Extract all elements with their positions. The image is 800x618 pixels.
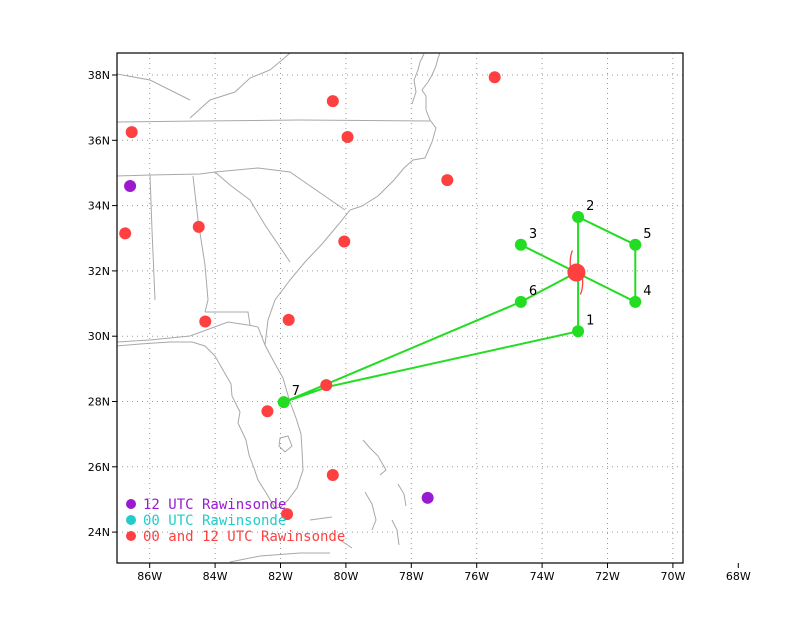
waypoint-label: 1 — [586, 313, 594, 328]
state-border-kentucky — [117, 73, 191, 101]
cuba-outline — [229, 552, 330, 563]
map-frame — [116, 52, 684, 564]
y-tick-label: 32N — [88, 265, 110, 278]
coastlines-and-borders — [117, 53, 441, 563]
y-tick-label: 30N — [88, 330, 110, 343]
x-tick-label: 76W — [464, 570, 489, 583]
rawinsonde-station-marker — [282, 313, 295, 326]
flight-track — [283, 215, 637, 404]
rawinsonde-station-marker — [199, 315, 212, 328]
rawinsonde-station-marker — [441, 174, 454, 187]
chesapeake-bay — [411, 53, 425, 105]
state-border-tennessee — [117, 171, 216, 177]
state-border-wv-va — [189, 53, 291, 119]
state-border-al-ms — [149, 174, 156, 301]
waypoint-marker — [572, 325, 585, 338]
x-tick-label: 70W — [660, 570, 685, 583]
rawinsonde-station-marker — [488, 71, 501, 84]
waypoint-marker — [514, 238, 527, 251]
grid-lines — [117, 53, 683, 563]
y-tick-label: 34N — [88, 200, 110, 213]
waypoint-marker — [629, 238, 642, 251]
legend-marker — [126, 499, 136, 509]
rawinsonde-station-marker — [281, 508, 294, 521]
waypoint-label: 2 — [586, 199, 594, 214]
rawinsonde-station-marker — [192, 220, 205, 233]
waypoints: 1 2 3 4 5 6 7 — [277, 199, 652, 409]
rawinsonde-station-marker — [421, 491, 434, 504]
rawinsonde-stations — [119, 71, 501, 521]
y-tick-label: 26N — [88, 461, 110, 474]
legend-label: 12 UTC Rawinsonde — [143, 497, 286, 513]
waypoint-label: 3 — [529, 227, 537, 242]
rawinsonde-station-marker — [320, 379, 333, 392]
waypoint-marker — [277, 396, 290, 409]
y-tick-label: 28N — [88, 396, 110, 409]
x-tick-label: 82W — [268, 570, 293, 583]
legend-marker — [126, 531, 136, 541]
rawinsonde-station-marker — [261, 405, 274, 418]
storm-center — [567, 250, 586, 295]
lake-okeechobee — [278, 435, 293, 453]
waypoint-label: 7 — [292, 384, 300, 399]
x-tick-label: 68W — [726, 570, 751, 583]
rawinsonde-station-marker — [326, 95, 339, 108]
legend-marker — [126, 515, 136, 525]
x-tick-label: 72W — [595, 570, 620, 583]
waypoint-marker — [629, 295, 642, 308]
rawinsonde-station-marker — [338, 235, 351, 248]
state-border-ga-al — [192, 175, 209, 313]
state-border-nc-sc — [214, 167, 346, 211]
axis-ticks: 86W 84W 82W 80W 78W 76W 74W 72W 70W 68W 24N 26N 28N 3… — [88, 69, 751, 583]
x-tick-label: 84W — [203, 570, 228, 583]
state-border-ga-fl — [205, 311, 251, 326]
rawinsonde-station-marker — [326, 468, 339, 481]
atlantic-coastline — [264, 53, 441, 346]
waypoint-label: 4 — [643, 284, 651, 299]
legend-label: 00 UTC Rawinsonde — [143, 513, 286, 529]
rawinsonde-station-marker — [341, 131, 354, 144]
waypoint-label: 5 — [643, 227, 651, 242]
us-east-coastline — [117, 321, 304, 509]
bahamas-islands — [309, 439, 407, 549]
waypoint-marker — [572, 211, 585, 224]
rawinsonde-station-marker — [125, 126, 138, 139]
rawinsonde-station-marker — [124, 180, 137, 193]
flight-track-line — [283, 215, 637, 404]
state-border-virginia-north-carolina — [117, 119, 431, 123]
rawinsonde-station-marker — [119, 227, 132, 240]
x-tick-label: 80W — [333, 570, 358, 583]
storm-center-marker — [567, 263, 586, 282]
x-tick-label: 74W — [530, 570, 555, 583]
waypoint-label: 6 — [529, 284, 537, 299]
state-border-ga-sc — [214, 171, 291, 263]
y-tick-label: 24N — [88, 526, 110, 539]
x-tick-label: 86W — [137, 570, 162, 583]
y-tick-label: 36N — [88, 134, 110, 147]
x-tick-label: 78W — [399, 570, 424, 583]
legend-label: 00 and 12 UTC Rawinsonde — [143, 529, 345, 545]
y-tick-label: 38N — [88, 69, 110, 82]
waypoint-marker — [514, 295, 527, 308]
